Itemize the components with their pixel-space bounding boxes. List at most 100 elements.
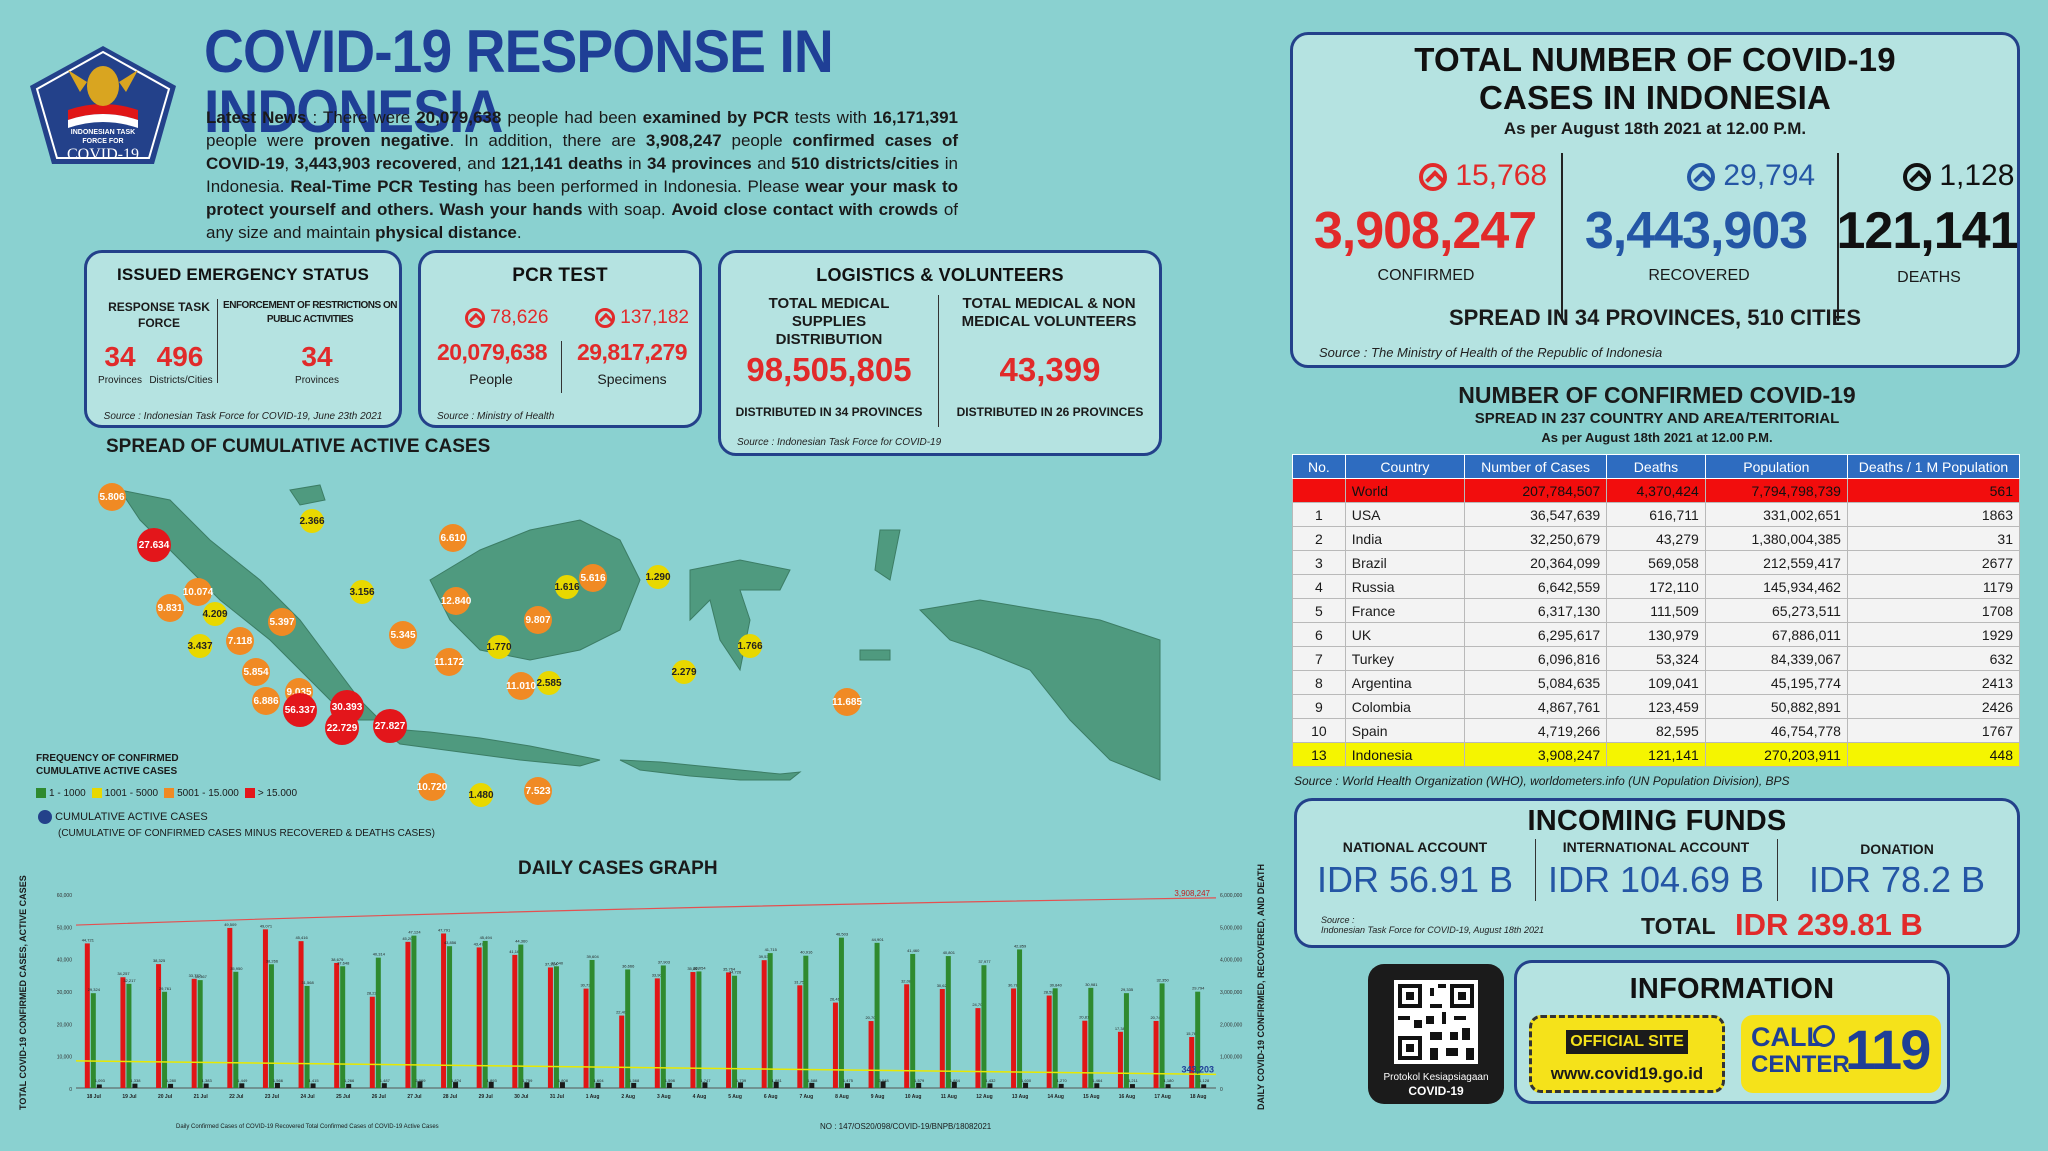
bar xyxy=(334,962,340,1088)
bar xyxy=(1082,1020,1088,1088)
bar xyxy=(126,983,132,1088)
x-tick-label: 1 Aug xyxy=(586,1094,600,1100)
data-label: 1,893 xyxy=(487,1078,498,1083)
map-bubble: 6.886 xyxy=(252,687,280,715)
map-bubble: 1.480 xyxy=(468,783,494,807)
bar xyxy=(738,1082,744,1088)
data-label: 1,475 xyxy=(843,1078,854,1083)
divider xyxy=(938,295,939,427)
data-label: 44,721 xyxy=(82,937,95,942)
legend-label: 5001 - 15.000 xyxy=(177,788,239,799)
table-header: Country xyxy=(1344,454,1465,479)
table-row: World 207,784,507 4,370,424 7,794,798,739 56… xyxy=(1292,478,2021,503)
data-label: 37,977 xyxy=(978,959,991,964)
x-tick-label: 5 Aug xyxy=(728,1094,742,1100)
table-cell: 1 xyxy=(1292,502,1346,527)
legend-swatch xyxy=(36,788,46,799)
logo-line1: INDONESIAN TASK xyxy=(70,129,136,136)
bar xyxy=(227,927,233,1088)
bar xyxy=(84,943,90,1088)
divider xyxy=(1837,153,1839,321)
bar xyxy=(304,985,310,1088)
bar xyxy=(1058,1083,1064,1088)
logo-line2: FORCE FOR xyxy=(82,138,124,145)
data-label: 1,759 xyxy=(522,1078,533,1083)
y-tick-label: 6,000,000 xyxy=(1220,893,1242,899)
bar xyxy=(1046,995,1052,1088)
data-label: 40,801 xyxy=(943,950,956,955)
table-cell: 6,642,559 xyxy=(1463,574,1608,599)
bar xyxy=(595,1082,601,1088)
map-bubble-layer: 5.806 27.634 10.074 9.831 4.209 3.437 7.118 5.3… xyxy=(98,470,1170,830)
bar xyxy=(197,980,203,1088)
map-bubble: 2.279 xyxy=(671,660,697,684)
table-header: Number of Cases xyxy=(1463,454,1608,479)
bar xyxy=(1195,991,1201,1088)
data-label: 35,950 xyxy=(230,966,243,971)
x-tick-label: 28 Jul xyxy=(443,1094,458,1100)
bar xyxy=(625,969,631,1088)
x-tick-label: 18 Aug xyxy=(1190,1094,1206,1100)
pcr-specimens-label: Specimens xyxy=(597,371,667,387)
bar xyxy=(476,947,482,1088)
table-cell: 123,459 xyxy=(1606,694,1706,719)
table-row: 1 USA 36,547,639 616,711 331,002,651 1863 xyxy=(1292,502,2021,527)
data-label: 45,416 xyxy=(295,935,308,940)
bar xyxy=(310,1083,316,1088)
data-label: 1,884 xyxy=(950,1078,961,1083)
x-tick-label: 22 Jul xyxy=(229,1094,244,1100)
official-site-url[interactable]: www.covid19.go.id xyxy=(1550,1064,1704,1083)
logistics-source: Source : Indonesian Task Force for COVID… xyxy=(737,437,942,448)
legend-swatch xyxy=(244,788,255,799)
table-row: 5 France 6,317,130 111,509 65,273,511 1708 xyxy=(1292,598,2021,623)
call-label1: CALL xyxy=(1751,1022,1823,1052)
map-bubble: 2.585 xyxy=(536,671,562,695)
table-cell: 2677 xyxy=(1846,550,2021,575)
bar xyxy=(904,984,910,1088)
pcr-inc1-value: 78,626 xyxy=(490,307,549,328)
bar xyxy=(132,1083,138,1088)
table-row: 13 Indonesia 3,908,247 121,141 270,203,911 44… xyxy=(1292,742,2021,767)
world-source: Source : World Health Organization (WHO)… xyxy=(1294,774,1790,788)
news-text: . xyxy=(516,223,522,242)
bar xyxy=(1017,949,1023,1088)
bar xyxy=(120,977,126,1088)
table-cell: 6,317,130 xyxy=(1463,598,1608,623)
incoming-funds-panel: INCOMING FUNDS NATIONAL ACCOUNT INTERNAT… xyxy=(1294,798,2020,948)
conf-label: CONFIRMED xyxy=(1377,267,1475,284)
bar xyxy=(880,1081,886,1088)
call-label2: CENTER xyxy=(1751,1051,1850,1078)
table-cell: 4,867,761 xyxy=(1463,694,1608,719)
bar xyxy=(1011,988,1017,1088)
qr-card[interactable]: Protokol Kesiapsiagaan COVID-19 xyxy=(1368,964,1504,1104)
table-header: Deaths xyxy=(1606,454,1706,479)
bar xyxy=(405,941,411,1088)
data-label: 1,588 xyxy=(807,1078,818,1083)
call-center-button[interactable]: CALL CENTER 119 xyxy=(1741,1015,1941,1093)
table-header: Population xyxy=(1704,454,1848,479)
x-tick-label: 7 Aug xyxy=(799,1094,813,1100)
bar xyxy=(547,967,553,1088)
y-tick-label: 3,000,000 xyxy=(1220,990,1242,996)
x-tick-label: 19 Jul xyxy=(122,1094,137,1100)
funds-l1: NATIONAL ACCOUNT xyxy=(1342,839,1488,855)
data-label: 1,432 xyxy=(985,1078,996,1083)
table-cell xyxy=(1292,478,1346,503)
bar xyxy=(369,996,375,1088)
data-label: 20,709 xyxy=(865,1015,878,1020)
graph-legend: Daily Confirmed Cases of COVID-19 Recove… xyxy=(176,1124,439,1130)
x-tick-label: 31 Jul xyxy=(550,1094,565,1100)
map-bubble: 7.523 xyxy=(524,777,552,805)
x-tick-label: 23 Jul xyxy=(265,1094,280,1100)
bar xyxy=(761,960,767,1088)
news-text: and xyxy=(751,154,792,173)
data-label: 29,324 xyxy=(88,987,101,992)
legend-swatch xyxy=(91,788,102,799)
news-lead: Latest News xyxy=(206,108,307,127)
legend-label: 1 - 1000 xyxy=(49,788,86,799)
table-row: 6 UK 6,295,617 130,979 67,886,011 1929 xyxy=(1292,622,2021,647)
call-number: 119 xyxy=(1845,1018,1931,1081)
data-label: 1,600 xyxy=(1021,1078,1032,1083)
table-row: 8 Argentina 5,084,635 109,041 45,195,774 2413 xyxy=(1292,670,2021,695)
official-site-button[interactable]: OFFICIAL SITE www.covid19.go.id xyxy=(1529,1015,1725,1093)
